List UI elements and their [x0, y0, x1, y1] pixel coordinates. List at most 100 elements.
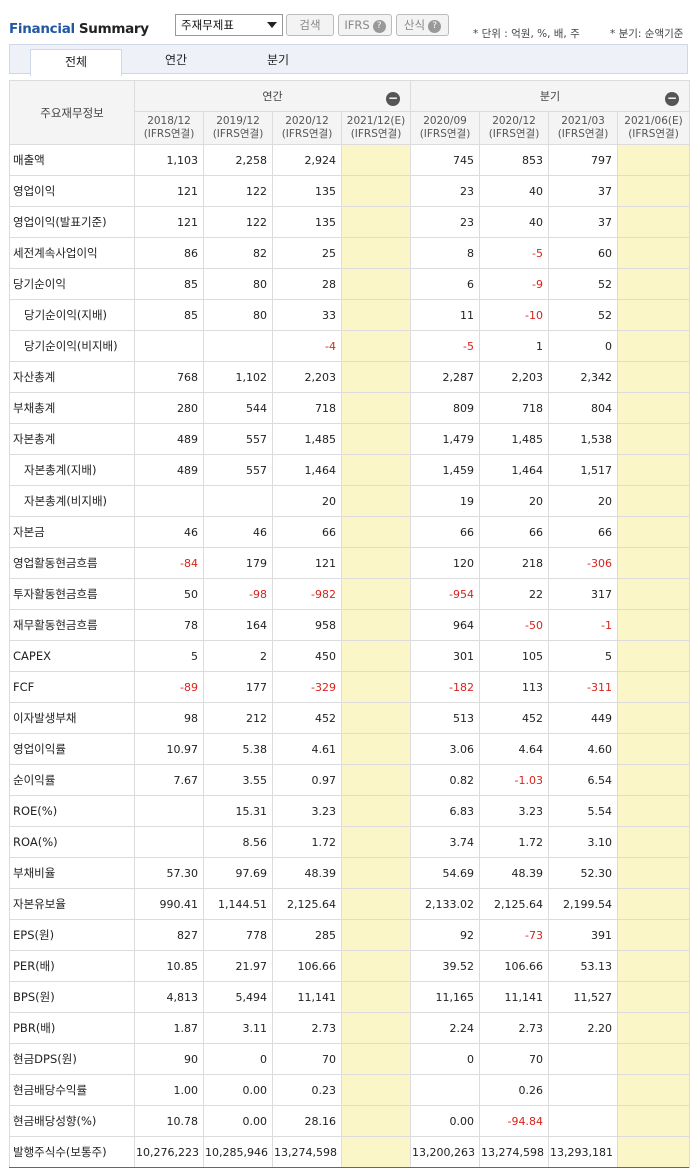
value-cell: 990.41	[134, 888, 204, 920]
value-cell: -4	[272, 330, 342, 362]
value-cell: 22	[479, 578, 549, 610]
value-cell: 23	[410, 175, 480, 207]
value-cell	[341, 547, 411, 579]
value-cell: 809	[410, 392, 480, 424]
value-cell	[617, 1074, 690, 1106]
table-row: 영업이익률 10.97 5.38 4.61 3.06 4.64 4.60	[9, 733, 690, 765]
column-header: 2020/09 (IFRS연결)	[410, 111, 480, 145]
value-cell	[617, 857, 690, 889]
value-cell	[341, 826, 411, 858]
value-cell: 120	[410, 547, 480, 579]
table-row: 영업이익 121 122 135 23 40 37	[9, 175, 690, 207]
value-cell: 78	[134, 609, 204, 641]
value-cell: -5	[479, 237, 549, 269]
chevron-down-icon	[267, 22, 277, 28]
value-cell: 1,144.51	[203, 888, 273, 920]
value-cell: 10.78	[134, 1105, 204, 1137]
value-cell: 2,125.64	[479, 888, 549, 920]
row-label: 자본총계	[9, 423, 135, 455]
value-cell	[548, 1043, 618, 1075]
value-cell	[341, 919, 411, 951]
table-row: PBR(배) 1.87 3.11 2.73 2.24 2.73 2.20	[9, 1012, 690, 1044]
value-cell: 13,274,598	[479, 1136, 549, 1168]
value-cell: 3.06	[410, 733, 480, 765]
value-cell: 1,485	[272, 423, 342, 455]
value-cell: 66	[548, 516, 618, 548]
value-cell	[341, 516, 411, 548]
value-cell: 778	[203, 919, 273, 951]
value-cell	[134, 826, 204, 858]
help-icon: ?	[428, 20, 442, 33]
value-cell: 82	[203, 237, 273, 269]
value-cell: 1,485	[479, 423, 549, 455]
column-basis: (IFRS연결)	[419, 128, 471, 140]
quarter-basis-note: * 분기: 순액기준	[610, 28, 684, 40]
value-cell	[134, 485, 204, 517]
statement-type-select[interactable]: 주재무제표	[175, 14, 283, 36]
value-cell: 86	[134, 237, 204, 269]
column-period: 2020/12	[492, 115, 536, 127]
column-basis: (IFRS연결)	[557, 128, 609, 140]
column-header: 2021/12(E) (IFRS연결)	[341, 111, 411, 145]
quarter-group-label: 분기	[539, 90, 561, 103]
value-cell: 85	[134, 268, 204, 300]
value-cell	[341, 609, 411, 641]
section-title: Financial Summary	[9, 21, 149, 37]
value-cell: 37	[548, 206, 618, 238]
value-cell: 964	[410, 609, 480, 641]
value-cell: 391	[548, 919, 618, 951]
value-cell: 1.00	[134, 1074, 204, 1106]
value-cell: 2,203	[479, 361, 549, 393]
value-cell	[617, 361, 690, 393]
value-cell: 1,538	[548, 423, 618, 455]
value-cell: 122	[203, 175, 273, 207]
value-cell: 135	[272, 175, 342, 207]
row-label: PBR(배)	[9, 1012, 135, 1044]
table-row: 당기순이익(비지배) -4 -5 1 0	[9, 330, 690, 362]
value-cell: 54.69	[410, 857, 480, 889]
value-cell: -94.84	[479, 1105, 549, 1137]
value-cell	[341, 237, 411, 269]
financial-summary-table: 주요재무정보 연간 − 분기 − 2018/12 (IFRS연결) 2019/12(…	[9, 80, 690, 1168]
table-row: 자본총계 489 557 1,485 1,479 1,485 1,538	[9, 423, 690, 455]
value-cell: -5	[410, 330, 480, 362]
value-cell	[617, 1136, 690, 1168]
row-label: 당기순이익	[9, 268, 135, 300]
search-button[interactable]: 검색	[286, 14, 334, 36]
value-cell: 317	[548, 578, 618, 610]
formula-help-button[interactable]: 산식?	[396, 14, 449, 36]
quarter-group-header: 분기 −	[410, 80, 690, 112]
table-row: 현금배당성향(%) 10.78 0.00 28.16 0.00 -94.84	[9, 1105, 690, 1137]
ifrs-help-button[interactable]: IFRS?	[338, 14, 392, 36]
value-cell: 1,464	[479, 454, 549, 486]
value-cell: 513	[410, 702, 480, 734]
value-cell: 4,813	[134, 981, 204, 1013]
value-cell: 4.60	[548, 733, 618, 765]
tab-annual[interactable]: 연간	[164, 53, 188, 67]
value-cell: 4.61	[272, 733, 342, 765]
collapse-annual-icon[interactable]: −	[386, 91, 400, 106]
search-button-label: 검색	[299, 18, 321, 32]
value-cell: 11,141	[272, 981, 342, 1013]
value-cell: 557	[203, 423, 273, 455]
tab-all[interactable]: 전체	[30, 49, 122, 76]
tab-quarterly[interactable]: 분기	[266, 53, 290, 67]
value-cell: 90	[134, 1043, 204, 1075]
value-cell	[341, 981, 411, 1013]
row-label: 영업이익(발표기준)	[9, 206, 135, 238]
collapse-quarter-icon[interactable]: −	[665, 91, 679, 106]
value-cell	[617, 981, 690, 1013]
value-cell	[617, 640, 690, 672]
table-row: 이자발생부채 98 212 452 513 452 449	[9, 702, 690, 734]
row-label: 현금배당성향(%)	[9, 1105, 135, 1137]
value-cell	[617, 485, 690, 517]
value-cell: 70	[479, 1043, 549, 1075]
value-cell: 6	[410, 268, 480, 300]
value-cell: 0.97	[272, 764, 342, 796]
value-cell: 10.85	[134, 950, 204, 982]
value-cell: 179	[203, 547, 273, 579]
row-label: 세전계속사업이익	[9, 237, 135, 269]
formula-label: 산식	[403, 18, 426, 32]
value-cell: 28.16	[272, 1105, 342, 1137]
value-cell	[617, 795, 690, 827]
